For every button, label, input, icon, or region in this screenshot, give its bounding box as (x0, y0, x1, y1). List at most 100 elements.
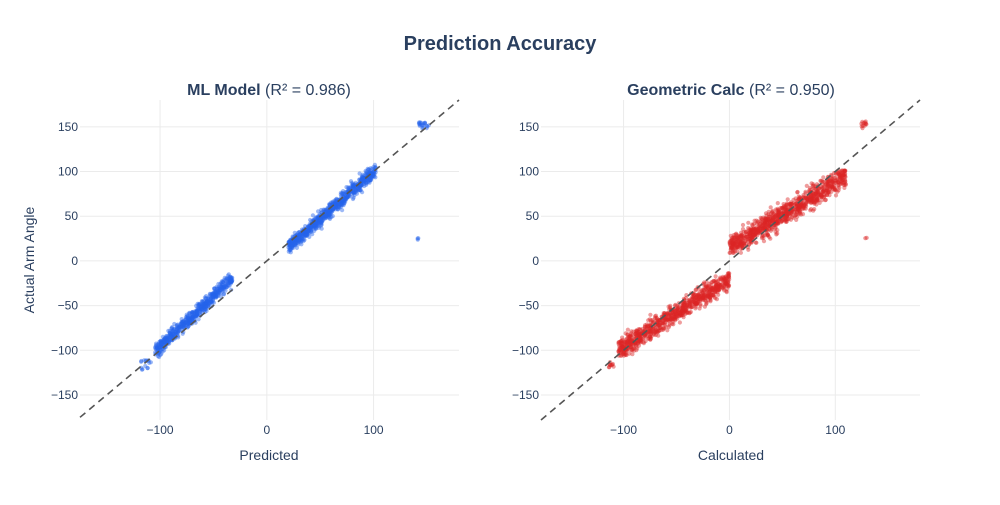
geometric-calc-data-point (840, 181, 845, 186)
geometric-calc-data-point (705, 293, 711, 298)
geometric-calc-data-point (630, 352, 635, 357)
geometric-calc-data-point (674, 311, 679, 316)
geometric-calc-data-point (736, 235, 741, 240)
ml-model-data-point (199, 305, 204, 310)
geometric-calc-data-point (690, 295, 695, 300)
ml-model-data-point (169, 332, 174, 337)
geometric-calc-data-point (711, 293, 716, 298)
ml-model-data-point (219, 284, 224, 289)
ml-model-data-point (296, 239, 302, 244)
ml-model-data-point (167, 328, 172, 334)
ml-model-data-point (145, 365, 150, 371)
geometric-calc-data-point (756, 228, 761, 233)
geometric-calc-data-point (670, 321, 675, 326)
geometric-calc-data-point (625, 339, 630, 344)
geometric-calc-data-point (825, 183, 830, 188)
ml-model-data-point (342, 193, 348, 199)
ml-model-data-point (358, 188, 363, 193)
geometric-calc-data-point (760, 222, 765, 227)
geometric-calc-data-point (692, 302, 697, 307)
ml-model-data-point (343, 196, 348, 201)
geometric-calc-data-point (787, 213, 793, 219)
ml-model-data-point (370, 172, 375, 177)
ml-model-data-point (333, 204, 338, 210)
ml-model-data-point (303, 233, 308, 238)
geometric-calc-data-point (741, 240, 746, 245)
geometric-calc-data-point (742, 241, 747, 246)
ml-model-data-point (354, 188, 359, 193)
ml-model-data-point (368, 178, 373, 183)
geometric-calc-data-point (726, 274, 731, 279)
ml-model-data-point (219, 279, 224, 284)
ml-model-data-point (325, 208, 330, 214)
geometric-calc-data-point (636, 340, 641, 345)
ml-model-data-point (331, 207, 336, 212)
geometric-calc-data-point (618, 348, 623, 353)
ml-model-data-point (301, 232, 306, 237)
ml-model-data-point (287, 241, 292, 246)
geometric-calc-data-point (682, 309, 687, 314)
geometric-calc-data-point (642, 324, 648, 329)
geometric-calc-data-point (654, 315, 659, 321)
geometric-calc-data-point (657, 328, 662, 333)
geometric-calc-data-point (788, 204, 793, 209)
ml-model-data-point (295, 230, 301, 235)
geometric-calc-data-point (637, 336, 643, 341)
ml-model-data-point (228, 278, 233, 283)
geometric-calc-data-point (832, 188, 837, 193)
geometric-calc-data-point (773, 216, 778, 221)
ml-model-data-point (211, 290, 216, 295)
geometric-calc-data-point (781, 205, 786, 210)
geometric-calc-data-point (817, 186, 822, 191)
ml-model-data-point (229, 279, 234, 284)
geometric-calc-data-point (794, 198, 800, 203)
geometric-calc-data-point (776, 208, 781, 213)
ml-model-data-point (323, 214, 328, 219)
ml-model-data-point (319, 222, 324, 227)
geometric-calc-data-point (673, 314, 678, 320)
geometric-calc-data-point (744, 234, 749, 239)
ml-model-data-point (330, 207, 335, 212)
geometric-calc-data-point (675, 305, 681, 311)
ml-model-data-point (298, 240, 303, 245)
geometric-calc-data-point (715, 285, 720, 290)
geometric-calc-data-point (785, 209, 790, 214)
geometric-calc-data-point (667, 317, 673, 322)
geometric-calc-data-point (815, 194, 820, 199)
ml-model-data-point (312, 228, 317, 233)
ml-model-data-point (294, 241, 299, 246)
geometric-calc-data-point (775, 220, 780, 225)
geometric-calc-data-point (804, 183, 809, 188)
ml-model-data-point (159, 343, 164, 348)
geometric-calc-data-point (753, 227, 758, 232)
geometric-calc-data-point (791, 215, 796, 220)
geometric-calc-data-point (712, 290, 718, 295)
geometric-calc-data-point (786, 202, 791, 207)
geometric-calc-data-point (672, 314, 678, 319)
geometric-calc-data-point (753, 232, 758, 237)
geometric-calc-data-point (810, 196, 816, 201)
geometric-calc-data-point (818, 178, 823, 183)
ml-model-data-point (325, 212, 331, 217)
ml-model-data-point (213, 292, 218, 297)
geometric-calc-data-point (737, 241, 742, 246)
ml-model-data-point (153, 347, 159, 352)
geometric-calc-data-point (821, 195, 826, 200)
geometric-calc-data-point (726, 273, 732, 278)
geometric-calc-data-point (814, 191, 819, 196)
ml-model-data-point (228, 280, 233, 285)
geometric-calc-data-point (695, 301, 700, 306)
ml-model-data-point (188, 318, 193, 323)
geometric-calc-data-point (820, 189, 825, 194)
ml-model-data-point (311, 225, 317, 230)
geometric-calc-data-point (689, 297, 695, 302)
ml-model-data-point (179, 319, 184, 324)
ml-model-data-point (154, 341, 159, 346)
ml-model-data-point (304, 232, 309, 237)
ml-model-data-point (304, 229, 309, 234)
ml-model-data-point (288, 247, 293, 252)
ml-model-data-point (323, 208, 329, 213)
geometric-calc-data-point (646, 336, 651, 341)
ml-model-data-point (330, 199, 335, 204)
geometric-calc-data-point (789, 215, 795, 220)
